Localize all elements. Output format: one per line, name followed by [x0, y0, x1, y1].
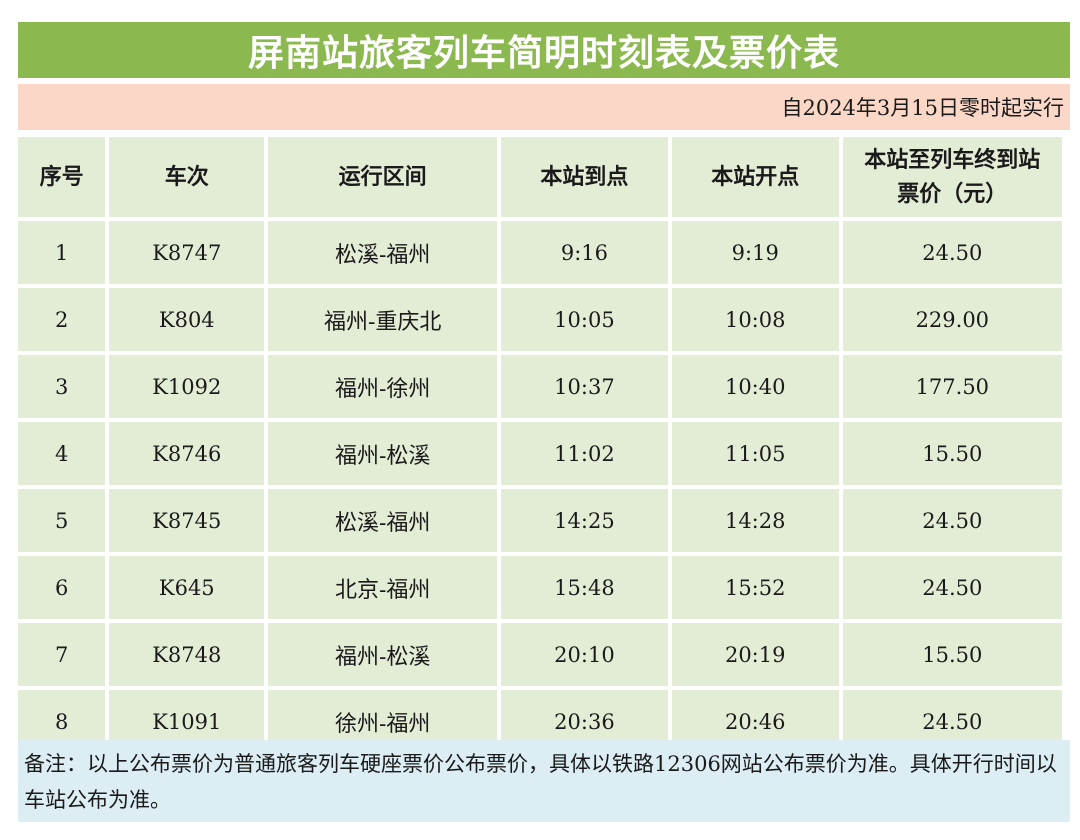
cell-seq: 1 [18, 221, 106, 284]
header-train: 车次 [109, 137, 265, 217]
table-row: 7 K8748 福州-松溪 20:10 20:19 15.50 [18, 623, 1062, 686]
remark-box: 备注：以上公布票价为普通旅客列车硬座票价公布票价，具体以铁路12306网站公布票… [18, 740, 1070, 822]
cell-train: K8747 [109, 221, 265, 284]
cell-route: 福州-松溪 [268, 623, 498, 686]
table-row: 6 K645 北京-福州 15:48 15:52 24.50 [18, 556, 1062, 619]
table-body: 1 K8747 松溪-福州 9:16 9:19 24.50 2 K804 福州-重庆北 10:05… [18, 221, 1062, 753]
cell-route: 福州-重庆北 [268, 288, 498, 351]
remark-text: 备注：以上公布票价为普通旅客列车硬座票价公布票价，具体以铁路12306网站公布票… [24, 752, 1057, 812]
cell-train: K8746 [109, 422, 265, 485]
cell-train: K804 [109, 288, 265, 351]
cell-fare: 229.00 [842, 288, 1062, 351]
cell-route: 松溪-福州 [268, 489, 498, 552]
cell-route: 福州-松溪 [268, 422, 498, 485]
effective-date-bar: 自2024年3月15日零时起实行 [18, 84, 1070, 130]
header-fare-line2: 票价（元） [897, 181, 1008, 207]
cell-route: 北京-福州 [268, 556, 498, 619]
table-row: 2 K804 福州-重庆北 10:05 10:08 229.00 [18, 288, 1062, 351]
cell-depart: 11:05 [671, 422, 839, 485]
cell-fare: 24.50 [842, 489, 1062, 552]
cell-route: 松溪-福州 [268, 221, 498, 284]
cell-arrive: 10:37 [501, 355, 668, 418]
cell-train: K8748 [109, 623, 265, 686]
cell-fare: 24.50 [842, 556, 1062, 619]
cell-fare: 15.50 [842, 422, 1062, 485]
cell-arrive: 15:48 [501, 556, 668, 619]
cell-fare: 177.50 [842, 355, 1062, 418]
table-header-row: 序号 车次 运行区间 本站到点 本站开点 本站至列车终到站 票价（元） [18, 137, 1062, 217]
cell-train: K645 [109, 556, 265, 619]
cell-seq: 2 [18, 288, 106, 351]
cell-seq: 4 [18, 422, 106, 485]
cell-arrive: 9:16 [501, 221, 668, 284]
cell-depart: 20:19 [671, 623, 839, 686]
table-row: 5 K8745 松溪-福州 14:25 14:28 24.50 [18, 489, 1062, 552]
cell-depart: 15:52 [671, 556, 839, 619]
cell-fare: 15.50 [842, 623, 1062, 686]
cell-seq: 5 [18, 489, 106, 552]
header-seq: 序号 [18, 137, 106, 217]
table-row: 3 K1092 福州-徐州 10:37 10:40 177.50 [18, 355, 1062, 418]
header-depart: 本站开点 [671, 137, 839, 217]
cell-seq: 6 [18, 556, 106, 619]
table-row: 1 K8747 松溪-福州 9:16 9:19 24.50 [18, 221, 1062, 284]
header-arrive: 本站到点 [501, 137, 668, 217]
cell-seq: 3 [18, 355, 106, 418]
cell-fare: 24.50 [842, 221, 1062, 284]
header-route: 运行区间 [268, 137, 498, 217]
cell-route: 福州-徐州 [268, 355, 498, 418]
cell-depart: 14:28 [671, 489, 839, 552]
cell-depart: 10:08 [671, 288, 839, 351]
cell-depart: 9:19 [671, 221, 839, 284]
header-fare-line1: 本站至列车终到站 [864, 147, 1041, 173]
cell-train: K1092 [109, 355, 265, 418]
effective-date-text: 自2024年3月15日零时起实行 [781, 96, 1064, 120]
table-row: 4 K8746 福州-松溪 11:02 11:05 15.50 [18, 422, 1062, 485]
cell-arrive: 14:25 [501, 489, 668, 552]
timetable: 序号 车次 运行区间 本站到点 本站开点 本站至列车终到站 票价（元） 1 K87… [14, 133, 1066, 757]
cell-arrive: 20:10 [501, 623, 668, 686]
cell-depart: 10:40 [671, 355, 839, 418]
header-fare: 本站至列车终到站 票价（元） [842, 137, 1062, 217]
page-title: 屏南站旅客列车简明时刻表及票价表 [18, 22, 1070, 78]
cell-arrive: 11:02 [501, 422, 668, 485]
cell-train: K8745 [109, 489, 265, 552]
cell-arrive: 10:05 [501, 288, 668, 351]
cell-seq: 7 [18, 623, 106, 686]
